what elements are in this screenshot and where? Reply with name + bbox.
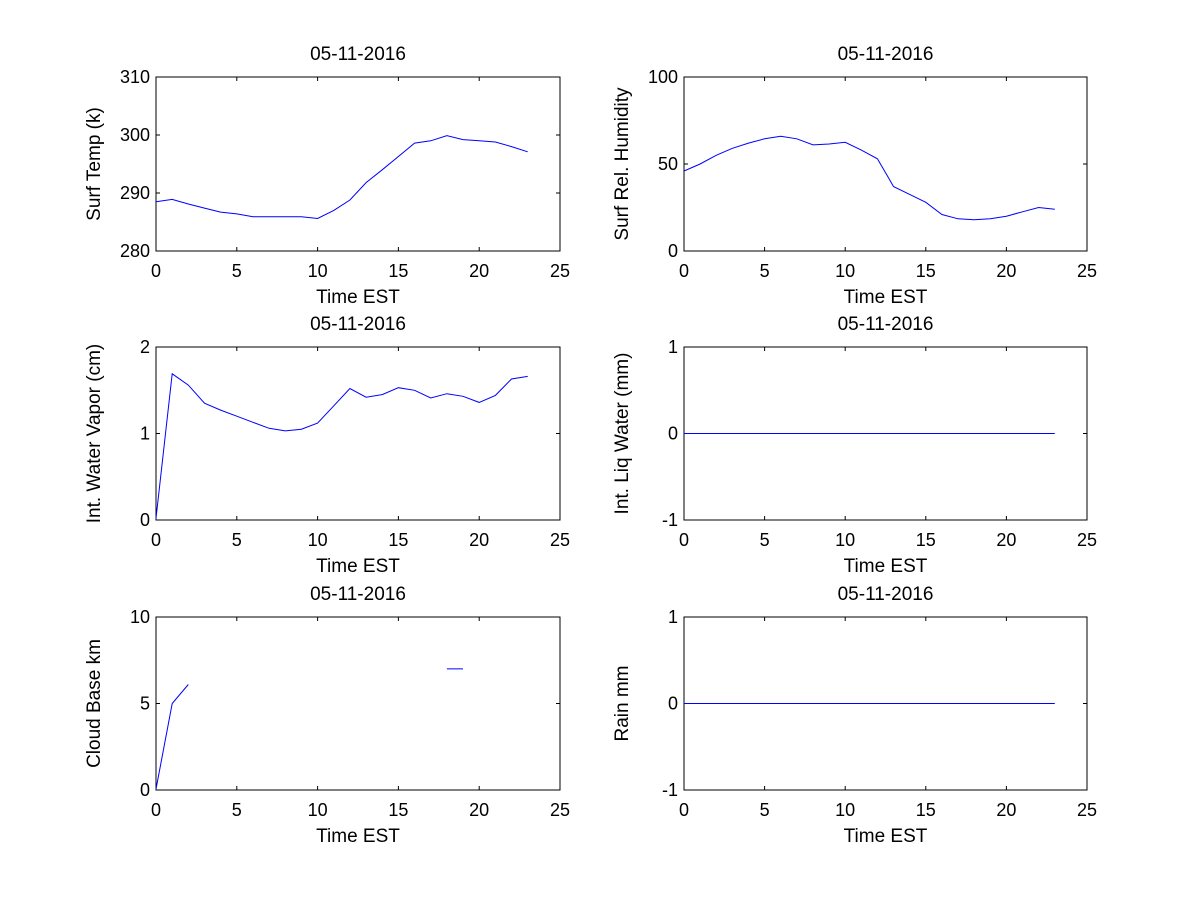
x-tick-label: 20 <box>996 530 1016 550</box>
chart-title: 05-11-2016 <box>310 584 406 605</box>
x-tick-label: 10 <box>835 800 855 820</box>
chart-title: 05-11-2016 <box>310 314 406 335</box>
x-tick-label: 15 <box>916 530 936 550</box>
chart-title: 05-11-2016 <box>310 44 406 65</box>
y-axis-label: Int. Liq Water (mm) <box>612 353 633 515</box>
x-tick-label: 10 <box>835 530 855 550</box>
x-tick-label: 25 <box>550 261 570 281</box>
x-tick-label: 0 <box>151 261 161 281</box>
x-tick-label: 15 <box>916 261 936 281</box>
x-tick-label: 25 <box>1077 261 1097 281</box>
y-tick-label: 5 <box>140 694 150 714</box>
data-line-segment-1 <box>155 372 528 519</box>
x-tick-label: 5 <box>232 261 242 281</box>
x-tick-label: 5 <box>232 800 242 820</box>
x-tick-label: 25 <box>1077 530 1097 550</box>
axes-frame <box>683 76 1088 252</box>
x-tick-label: 20 <box>996 261 1016 281</box>
x-tick-label: 0 <box>679 800 689 820</box>
y-tick-label: 300 <box>120 125 150 145</box>
subplot-5: 0 5 10 15 20 25 0 5 10 05-11-2016 Time EST Cloud Ba… <box>84 584 570 847</box>
x-tick-label: 0 <box>151 530 161 550</box>
y-axis-label: Rain mm <box>612 665 633 741</box>
data-line-segment-1 <box>155 684 189 790</box>
subplot-3: 0 5 10 15 20 25 0 1 2 05-11-2016 Time EST Int. Wate… <box>84 314 570 577</box>
x-tick-label: 20 <box>469 261 489 281</box>
y-tick-label: 0 <box>668 241 678 261</box>
x-tick-label: 15 <box>388 800 408 820</box>
x-tick-label: 5 <box>760 261 770 281</box>
x-tick-label: 0 <box>679 261 689 281</box>
x-axis-label: Time EST <box>844 556 928 577</box>
y-tick-label: 290 <box>120 183 150 203</box>
y-tick-label: -1 <box>662 780 678 800</box>
x-tick-label: 20 <box>469 800 489 820</box>
x-tick-label: 5 <box>232 530 242 550</box>
y-tick-label: 10 <box>130 607 150 627</box>
y-tick-label: 1 <box>668 607 678 627</box>
subplot-2: 0 5 10 15 20 25 0 50 100 05-11-2016 Time EST Surf R… <box>612 44 1097 308</box>
y-tick-label: 280 <box>120 241 150 261</box>
y-axis-label: Surf Temp (k) <box>84 107 105 221</box>
y-tick-label: 100 <box>648 67 678 87</box>
x-tick-label: 20 <box>996 800 1016 820</box>
x-tick-label: 15 <box>388 530 408 550</box>
y-tick-label: 0 <box>668 424 678 444</box>
x-tick-label: 10 <box>308 261 328 281</box>
axes-frame <box>155 76 561 252</box>
x-tick-label: 10 <box>835 261 855 281</box>
x-tick-label: 25 <box>550 800 570 820</box>
x-tick-label: 10 <box>308 800 328 820</box>
y-tick-label: -1 <box>662 510 678 530</box>
chart-title: 05-11-2016 <box>838 44 934 65</box>
x-tick-label: 5 <box>760 800 770 820</box>
x-tick-label: 20 <box>469 530 489 550</box>
data-line-segment-1 <box>155 135 528 220</box>
chart-title: 05-11-2016 <box>838 314 934 335</box>
x-axis-label: Time EST <box>316 556 400 577</box>
y-axis-label: Cloud Base km <box>84 639 105 768</box>
x-axis-label: Time EST <box>316 287 400 308</box>
x-tick-label: 15 <box>388 261 408 281</box>
x-tick-label: 25 <box>1077 800 1097 820</box>
axes-frame <box>155 616 561 791</box>
y-tick-label: 0 <box>140 510 150 530</box>
axes-frame <box>155 346 561 521</box>
x-axis-label: Time EST <box>844 826 928 847</box>
data-line-segment-1 <box>683 135 1055 221</box>
y-tick-label: 1 <box>668 337 678 357</box>
x-tick-label: 0 <box>151 800 161 820</box>
y-axis-label: Int. Water Vapor (cm) <box>84 344 105 523</box>
x-tick-label: 0 <box>679 530 689 550</box>
y-tick-label: 2 <box>140 337 150 357</box>
y-tick-label: 50 <box>658 154 678 174</box>
x-tick-label: 5 <box>760 530 770 550</box>
x-tick-label: 25 <box>550 530 570 550</box>
y-tick-label: 310 <box>120 67 150 87</box>
y-tick-label: 0 <box>140 780 150 800</box>
y-tick-label: 1 <box>140 424 150 444</box>
y-axis-label: Surf Rel. Humidity <box>612 87 633 241</box>
x-tick-label: 15 <box>916 800 936 820</box>
x-tick-label: 10 <box>308 530 328 550</box>
x-axis-label: Time EST <box>316 826 400 847</box>
y-tick-label: 0 <box>668 694 678 714</box>
chart-title: 05-11-2016 <box>838 584 934 605</box>
subplot-1: 0 5 10 15 20 25 280 290 300 310 05-11-2016 Time EST… <box>84 44 570 308</box>
x-axis-label: Time EST <box>844 287 928 308</box>
